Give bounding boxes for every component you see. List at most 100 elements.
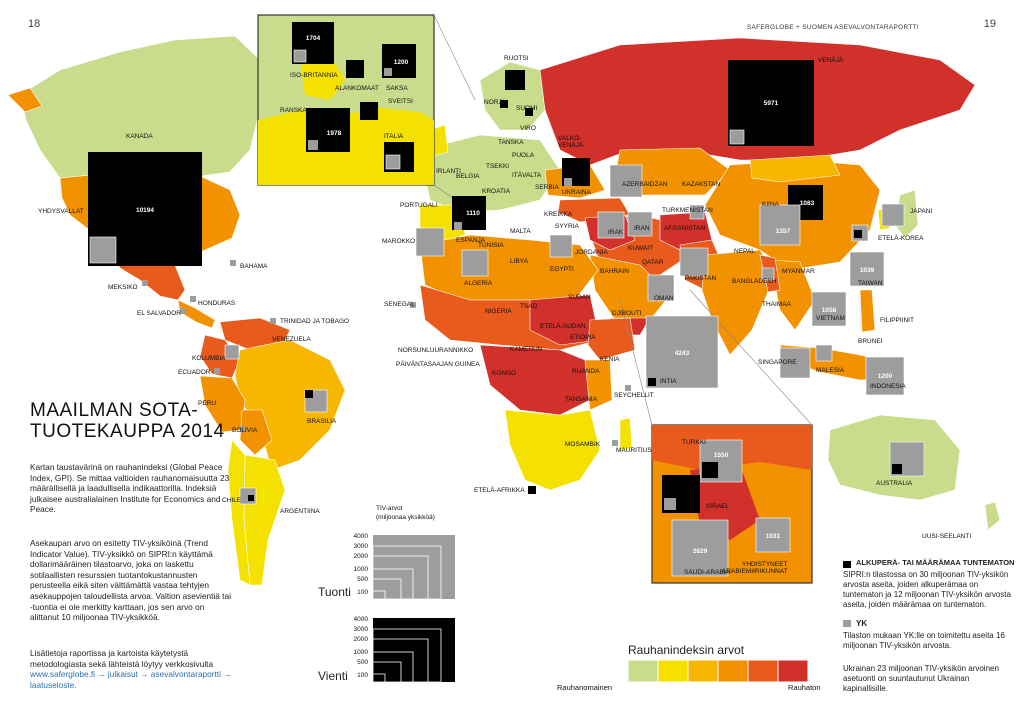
label-newzealand: UUSI-SEELANTI	[922, 533, 971, 540]
country-east-africa	[584, 359, 613, 411]
country-india	[701, 249, 776, 356]
import-label: Tuonti	[318, 585, 351, 599]
taiwan-import-box	[849, 251, 885, 287]
label-mexico: MEKSIKO	[108, 284, 138, 291]
label-colombia: KOLUMBIA	[192, 355, 226, 362]
label-czech: TSEKKI	[486, 163, 509, 170]
vietnam-import-box	[811, 291, 847, 327]
country-argentina	[243, 454, 286, 586]
value-labels: 10194 5971 1083 1357 4243 1704 1200 1978…	[136, 35, 893, 555]
label-ethiopia: ETIOPIA	[570, 334, 596, 341]
svg-text:3000: 3000	[354, 543, 369, 550]
indonesia-import-box	[865, 356, 905, 396]
label-trinidad: TRINIDAD JA TOBAGO	[280, 318, 349, 325]
label-canada: KANADA	[126, 133, 153, 140]
indonesia-value: 1200	[878, 373, 893, 380]
uae-import-box	[755, 517, 791, 553]
country-ethiopia	[587, 317, 636, 361]
label-pakistan: PAKISTAN	[685, 275, 716, 282]
un-note-text: Tilaston mukaan YK:lle on toimitettu ase…	[843, 631, 1005, 650]
label-seychelles: SEYCHELLIT	[614, 392, 654, 399]
label-brazil: BRASILIA	[307, 418, 337, 425]
label-chile: CHILE	[222, 497, 242, 504]
label-morocco: MAROKKO	[382, 238, 415, 245]
label-argentina: ARGENTIINA	[280, 508, 320, 515]
export-label: Vienti	[318, 669, 348, 683]
intro-paragraph: Kartan taustavärinä on rauhanindeksi (Gl…	[30, 462, 230, 515]
label-iran: IRAN	[634, 225, 650, 232]
scale-title-1: TIV-arvot	[376, 505, 403, 512]
vietnam-value: 1058	[822, 307, 837, 314]
country-sudan	[529, 294, 601, 346]
page-number-left: 18	[28, 18, 41, 30]
label-honduras: HONDURAS	[198, 300, 236, 307]
country-southern-africa	[504, 409, 601, 491]
unknown-origin-icon	[843, 561, 851, 568]
svg-text:100: 100	[357, 672, 368, 679]
label-nepal: NEPAL	[734, 248, 755, 255]
page-number-right: 19	[983, 18, 996, 30]
country-w-europe	[419, 134, 561, 213]
gpi-swatch-1	[627, 659, 659, 683]
label-iraq: IRAK	[608, 229, 624, 236]
label-singapore: SINGAPORE	[758, 359, 797, 366]
label-qatar: QATAR	[642, 259, 664, 266]
germany-value: 1200	[394, 59, 409, 66]
country-se-asia	[769, 259, 816, 331]
gpi-swatch-5	[747, 659, 779, 683]
label-denmark: TANSKA	[498, 139, 524, 146]
saudi-import-box	[671, 519, 729, 577]
tiv-boxes	[88, 22, 925, 577]
label-belgium: BELGIA	[456, 173, 480, 180]
china-import-box	[759, 204, 801, 246]
label-croatia: KROATIA	[482, 188, 511, 195]
label-usa: YHDYSVALLAT	[38, 208, 84, 215]
gpi-swatch-4	[717, 659, 749, 683]
svg-text:2000: 2000	[354, 553, 369, 560]
gpi-swatch-6	[777, 659, 809, 683]
label-turkmenistan: TURKMENISTAN	[662, 207, 713, 214]
label-saudi: SAUDI-ARABIA	[684, 569, 731, 576]
saferglobe-link[interactable]: www.saferglobe.fi → julkaisut → asevalvo…	[30, 669, 232, 690]
label-poland: PUOLA	[512, 152, 535, 159]
label-senegal: SENEGAL	[384, 301, 415, 308]
label-congo: KONGO	[492, 370, 516, 377]
label-afghanistan: AFGANISTAN	[664, 225, 705, 232]
india-value: 4243	[675, 350, 690, 357]
label-thailand: THAIMAA	[762, 301, 792, 308]
label-russia: VENÄJÄ	[818, 56, 844, 64]
label-indonesia: INDONESIA	[870, 383, 906, 390]
label-nigeria: NIGERIA	[485, 308, 512, 315]
country-new-zealand	[984, 501, 1001, 531]
label-india: INTIA	[660, 378, 677, 385]
label-italy: ITALIA	[384, 133, 404, 140]
label-jordan: JORDANIA	[575, 249, 609, 256]
country-bolivia	[239, 409, 273, 456]
label-china: KIINA	[762, 201, 780, 208]
label-bangladesh: BANGLADESH	[732, 278, 777, 285]
running-title: SAFERGLOBE + SUOMEN ASEVALVONTARAPORTTI	[746, 24, 919, 31]
label-ecuador: ECUADOR	[178, 369, 211, 376]
gpi-legend	[627, 659, 809, 683]
label-eqguinea: PÄIVÄNTASAAJAN GUINEA	[396, 360, 480, 368]
label-ukraine: UKRAINA	[562, 189, 592, 196]
label-turkey: TURKKI	[682, 439, 706, 446]
china-value: 1083	[800, 200, 815, 207]
label-ivorycoast: NORSUNLUURANNIKKO	[398, 347, 473, 354]
label-uk: ISO-BRITANNIA	[290, 72, 338, 79]
label-southafrica: ETELÄ-AFRIKKA	[474, 486, 525, 494]
label-greece: KREIKKA	[544, 211, 573, 218]
label-malta: MALTA	[510, 228, 531, 235]
label-kenya: KENIA	[600, 356, 620, 363]
page-title: MAAILMAN SOTA- TUOTEKAUPPA 2014	[30, 400, 225, 442]
country-canada	[19, 35, 263, 179]
svg-text:500: 500	[357, 576, 368, 583]
label-israel: ISRAEL	[706, 503, 730, 510]
germany-import-box	[384, 68, 392, 76]
label-malaysia: MALESIA	[816, 367, 845, 374]
country-central-africa	[479, 344, 591, 416]
usa-import-box	[89, 236, 117, 264]
country-chile	[227, 439, 251, 586]
svg-text:4000: 4000	[354, 616, 369, 623]
label-chad: TSAD	[520, 303, 538, 310]
